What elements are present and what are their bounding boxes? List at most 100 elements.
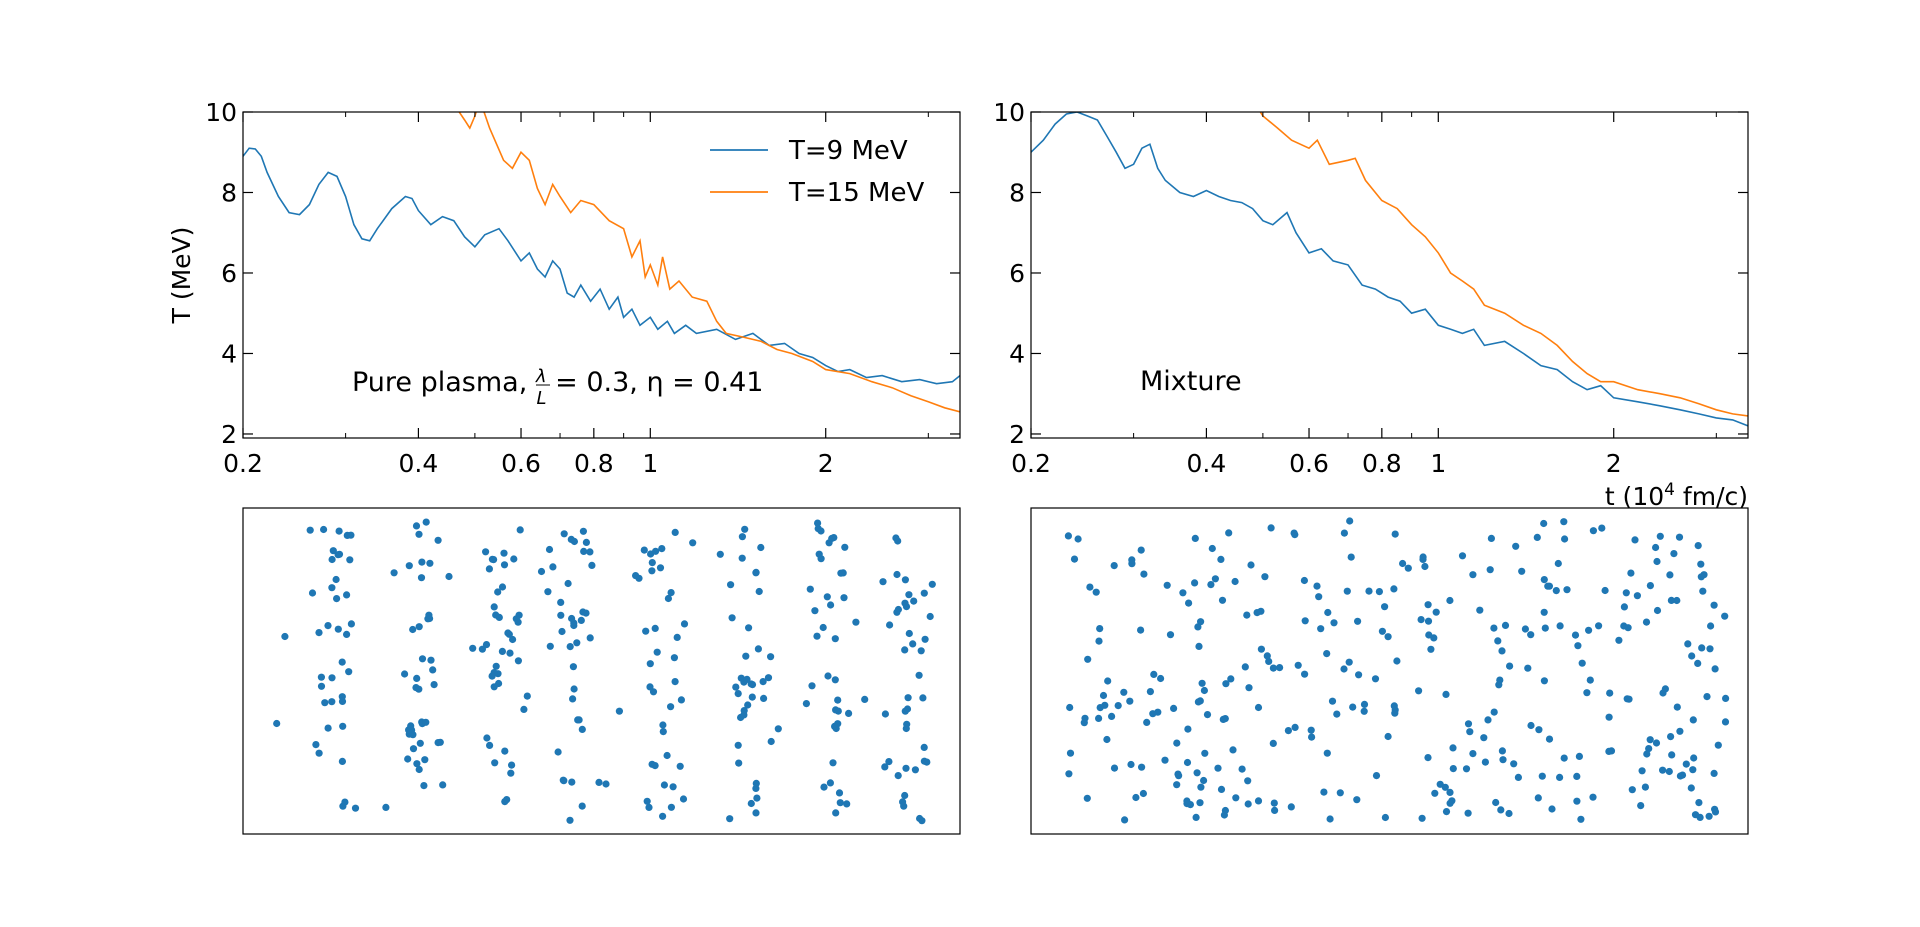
particle-point [1315,593,1323,601]
particle-point [689,539,697,547]
particle-point [732,683,740,691]
particle-point [1667,596,1675,605]
particle-point [1217,555,1225,564]
particle-point [549,563,557,571]
particle-point [580,547,588,556]
scatter-frame [242,507,961,835]
x-tick-label: 0.8 [1362,449,1402,478]
particle-point [1689,766,1697,774]
scatter-mixture [1030,507,1749,835]
particle-point [508,635,517,644]
particle-point [1263,652,1271,660]
particle-point [640,546,648,554]
particle-point [341,798,349,806]
particle-point [1245,684,1253,692]
particle-point [901,599,909,607]
particle-point [1552,587,1560,595]
tick-layer: 0.2 0.4 0.6 0.8 1 2 2 4 6 8 10 [205,98,960,478]
particle-point [735,759,743,767]
particle-point [1194,698,1202,706]
particle-point [498,647,506,656]
particle-point [434,739,442,747]
particle-point [1487,534,1495,543]
particle-point [347,620,355,628]
particle-point [404,755,412,763]
x-tick-label: 0.8 [574,449,614,478]
particle-point [1497,806,1505,814]
particle-point [1586,676,1594,684]
particle-point [1336,789,1344,797]
particle-point [439,781,447,789]
particle-point [1137,546,1145,554]
particle-point [512,615,520,623]
particle-point [917,647,925,655]
particle-point [1449,765,1457,773]
particle-point [1222,680,1230,688]
particle-point [1687,784,1695,792]
y-tick-label: 6 [221,259,237,288]
particle-point [1186,801,1194,809]
particle-point [1524,664,1532,672]
particle-point [1173,781,1181,789]
particle-point [1217,785,1226,794]
particle-point [514,657,523,665]
particle-point [1064,532,1072,540]
particle-point [1201,749,1209,757]
particle-point [1095,637,1103,645]
particle-point [345,668,353,676]
particle-point [506,649,514,657]
y-tick-label: 10 [205,98,237,127]
particle-point [747,799,755,808]
particle-point [1646,736,1654,744]
particle-point [569,695,577,703]
y-tick-label: 2 [1009,420,1025,449]
particle-point [1675,533,1684,541]
particle-point [1149,710,1157,718]
particle-point [492,611,500,619]
particle-point [1589,793,1597,801]
particle-point [412,522,421,530]
particle-point [909,640,917,648]
particle-point [1561,535,1569,543]
particle-point [1220,811,1228,819]
particle-point [1501,621,1510,630]
particle-point [843,800,851,808]
particle-point [1238,765,1246,773]
particle-point [1534,794,1542,802]
particle-point [814,519,822,527]
particle-point [1682,760,1690,768]
particle-point [1495,681,1503,689]
particle-point [488,672,496,680]
particle-point [1183,758,1192,767]
particle-point [1390,585,1398,593]
particle-point [1340,529,1348,537]
particle-point [1173,739,1181,747]
particle-point [1527,631,1535,639]
particle-point [1184,725,1192,733]
particle-point [1211,575,1219,583]
particle-point [1150,670,1158,679]
particle-point [861,695,869,704]
particle-point [405,562,413,570]
particle-point [335,527,343,535]
particle-point [491,759,499,767]
particle-point [1393,657,1401,665]
particle-point [1560,754,1568,762]
particle-point [910,597,918,605]
particle-point [1120,688,1128,696]
x-tick-label: 1 [1430,449,1446,478]
particle-point [670,654,679,662]
points-layer [273,518,936,825]
particle-point [1510,760,1518,768]
particle-point [902,764,910,772]
particle-point [1689,716,1697,724]
particle-point [1265,657,1273,666]
particle-point [1694,659,1702,668]
plot-pure-plasma: 0.2 0.4 0.6 0.8 1 2 2 4 6 8 10 T (MeV) Pure plasma… [167,98,961,478]
particle-point [1492,798,1500,807]
particle-point [904,694,912,702]
particle-point [1620,622,1628,630]
particle-point [660,781,669,789]
particle-point [317,682,326,690]
